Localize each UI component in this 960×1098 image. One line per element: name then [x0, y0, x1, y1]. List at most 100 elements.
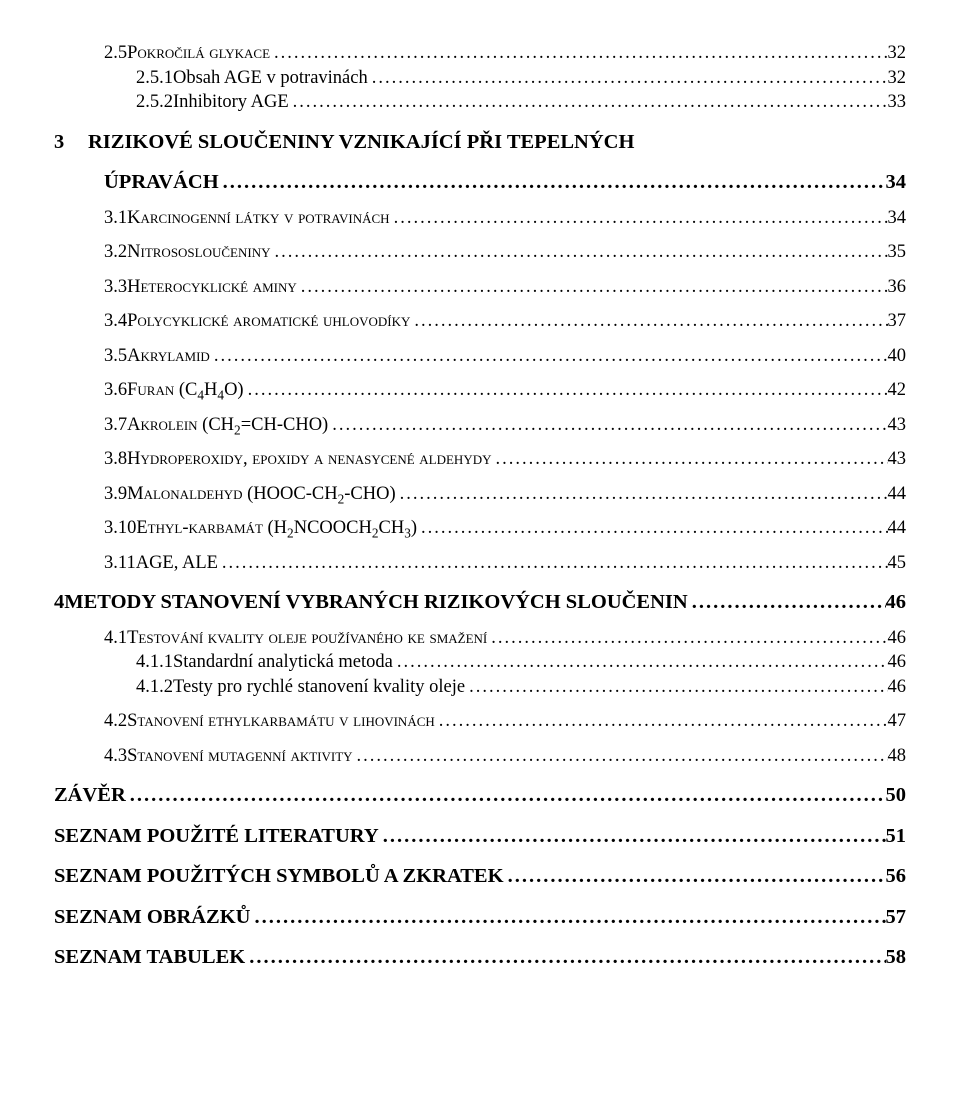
toc-leader-dots: ........................................…	[688, 592, 886, 613]
toc-page-number: 34	[886, 172, 907, 193]
toc-leader-dots: ........................................…	[368, 69, 888, 88]
toc-leader-dots: ........................................…	[353, 747, 888, 766]
toc-entry: ZÁVĚR...................................…	[54, 785, 906, 806]
toc-leader-dots: ........................................…	[245, 947, 885, 968]
toc-entry: 3.11AGE, ALE............................…	[54, 554, 906, 573]
toc-entry: 3.6Furan (C4H4O)........................…	[54, 381, 906, 400]
toc-entry: 3.1Karcinogenní látky v potravinách.....…	[54, 209, 906, 228]
toc-leader-dots: ........................................…	[379, 826, 886, 847]
toc-number: 3.9	[104, 485, 127, 504]
toc-number: 4.1	[104, 629, 127, 648]
toc-page-number: 40	[888, 347, 907, 366]
toc-page-number: 48	[888, 747, 907, 766]
toc-number: 4	[54, 592, 64, 613]
toc-leader-dots: ........................................…	[417, 519, 887, 538]
toc-page-number: 45	[888, 554, 907, 573]
toc-number: 3.3	[104, 278, 127, 297]
toc-number: 3.7	[104, 416, 127, 435]
toc-title: Heterocyklické aminy	[127, 278, 297, 297]
toc-title: Malonaldehyd (HOOC-CH2-CHO)	[127, 485, 396, 504]
toc-page-number: 44	[888, 485, 907, 504]
toc-title: Testování kvality oleje používaného ke s…	[127, 629, 487, 648]
toc-page-number: 37	[888, 312, 907, 331]
toc-number: 4.2	[104, 712, 127, 731]
toc-title: Stanovení mutagenní aktivity	[127, 747, 352, 766]
toc-entry: 2.5Pokročilá glykace....................…	[54, 44, 906, 63]
toc-number: 3.2	[104, 243, 127, 262]
toc-page-number: 47	[888, 712, 907, 731]
toc-number: 2.5	[104, 44, 127, 63]
toc-page-number: 44	[888, 519, 907, 538]
toc-entry: 3.9Malonaldehyd (HOOC-CH2-CHO)..........…	[54, 485, 906, 504]
toc-leader-dots: ........................................…	[289, 93, 888, 112]
toc-leader-dots: ........................................…	[250, 907, 885, 928]
toc-title: ÚPRAVÁCH	[104, 172, 219, 193]
toc-entry: 3.2Nitrososloučeniny....................…	[54, 243, 906, 262]
toc-leader-dots: ........................................…	[393, 653, 888, 672]
toc-number: 2.5.2	[136, 93, 173, 112]
toc-entry: 3RIZIKOVÉ SLOUČENINY VZNIKAJÍCÍ PŘI TEPE…	[54, 132, 906, 153]
toc-title: Furan (C4H4O)	[127, 381, 243, 400]
toc-title: RIZIKOVÉ SLOUČENINY VZNIKAJÍCÍ PŘI TEPEL…	[88, 132, 634, 153]
toc-leader-dots: ........................................…	[126, 785, 886, 806]
toc-leader-dots: ........................................…	[465, 678, 887, 697]
toc-page-number: 46	[888, 629, 907, 648]
toc-title: AGE, ALE	[136, 554, 218, 573]
toc-number: 3.10	[104, 519, 136, 538]
toc-entry: SEZNAM POUŽITÝCH SYMBOLŮ A ZKRATEK......…	[54, 866, 906, 887]
toc-title: Inhibitory AGE	[173, 93, 289, 112]
toc-title: SEZNAM POUŽITÝCH SYMBOLŮ A ZKRATEK	[54, 866, 504, 887]
toc-leader-dots: ........................................…	[396, 485, 888, 504]
toc-leader-dots: ........................................…	[210, 347, 888, 366]
toc-title: ZÁVĚR	[54, 785, 126, 806]
toc-page-number: 34	[888, 209, 907, 228]
toc-page-number: 35	[888, 243, 907, 262]
toc-entry: 3.4Polycyklické aromatické uhlovodíky...…	[54, 312, 906, 331]
toc-leader-dots: ........................................…	[218, 554, 888, 573]
toc-leader-dots: ........................................…	[219, 172, 886, 193]
toc-leader-dots: ........................................…	[390, 209, 888, 228]
toc-leader-dots: ........................................…	[270, 44, 887, 63]
toc-number: 4.3	[104, 747, 127, 766]
toc-page-number: 46	[888, 678, 907, 697]
toc-page-number: 51	[886, 826, 907, 847]
toc-title: Standardní analytická metoda	[173, 653, 393, 672]
toc-leader-dots: ........................................…	[487, 629, 887, 648]
toc-title: Nitrososloučeniny	[127, 243, 270, 262]
toc-leader-dots: ........................................…	[328, 416, 887, 435]
toc-title: Stanovení ethylkarbamátu v lihovinách	[127, 712, 435, 731]
toc-title: SEZNAM OBRÁZKŮ	[54, 907, 250, 928]
toc-title: Pokročilá glykace	[127, 44, 270, 63]
toc-page-number: 36	[888, 278, 907, 297]
toc-leader-dots: ........................................…	[244, 381, 888, 400]
toc-number: 3.5	[104, 347, 127, 366]
toc-title: Ethyl-karbamát (H2NCOOCH2CH3)	[136, 519, 417, 538]
toc-entry: 2.5.1Obsah AGE v potravinách............…	[54, 69, 906, 88]
toc-leader-dots: ........................................…	[410, 312, 887, 331]
toc-page-number: 56	[886, 866, 907, 887]
toc-entry: SEZNAM POUŽITÉ LITERATURY...............…	[54, 826, 906, 847]
toc-leader-dots: ........................................…	[271, 243, 888, 262]
toc-title: METODY STANOVENÍ VYBRANÝCH RIZIKOVÝCH SL…	[64, 592, 687, 613]
toc-page-number: 43	[888, 450, 907, 469]
toc-page-number: 32	[888, 44, 907, 63]
toc-number: 3.6	[104, 381, 127, 400]
toc-entry: 3.10Ethyl-karbamát (H2NCOOCH2CH3).......…	[54, 519, 906, 538]
toc-entry: 4.3Stanovení mutagenní aktivity.........…	[54, 747, 906, 766]
toc-title: Obsah AGE v potravinách	[173, 69, 368, 88]
toc-title: Akrolein (CH2=CH-CHO)	[127, 416, 328, 435]
toc-title: Testy pro rychlé stanovení kvality oleje	[173, 678, 465, 697]
toc-leader-dots: ........................................…	[492, 450, 888, 469]
toc-entry: SEZNAM OBRÁZKŮ..........................…	[54, 907, 906, 928]
toc-page-number: 46	[888, 653, 907, 672]
toc-leader-dots: ........................................…	[504, 866, 886, 887]
toc-entry: 3.7Akrolein (CH2=CH-CHO)................…	[54, 416, 906, 435]
toc-page-number: 58	[886, 947, 907, 968]
toc-number: 3.11	[104, 554, 136, 573]
toc-entry: 2.5.2Inhibitory AGE.....................…	[54, 93, 906, 112]
toc-number: 3.8	[104, 450, 127, 469]
toc-entry: 4.1Testování kvality oleje používaného k…	[54, 629, 906, 648]
toc-number: 4.1.1	[136, 653, 173, 672]
toc-page-number: 50	[886, 785, 907, 806]
toc-page-number: 46	[886, 592, 907, 613]
